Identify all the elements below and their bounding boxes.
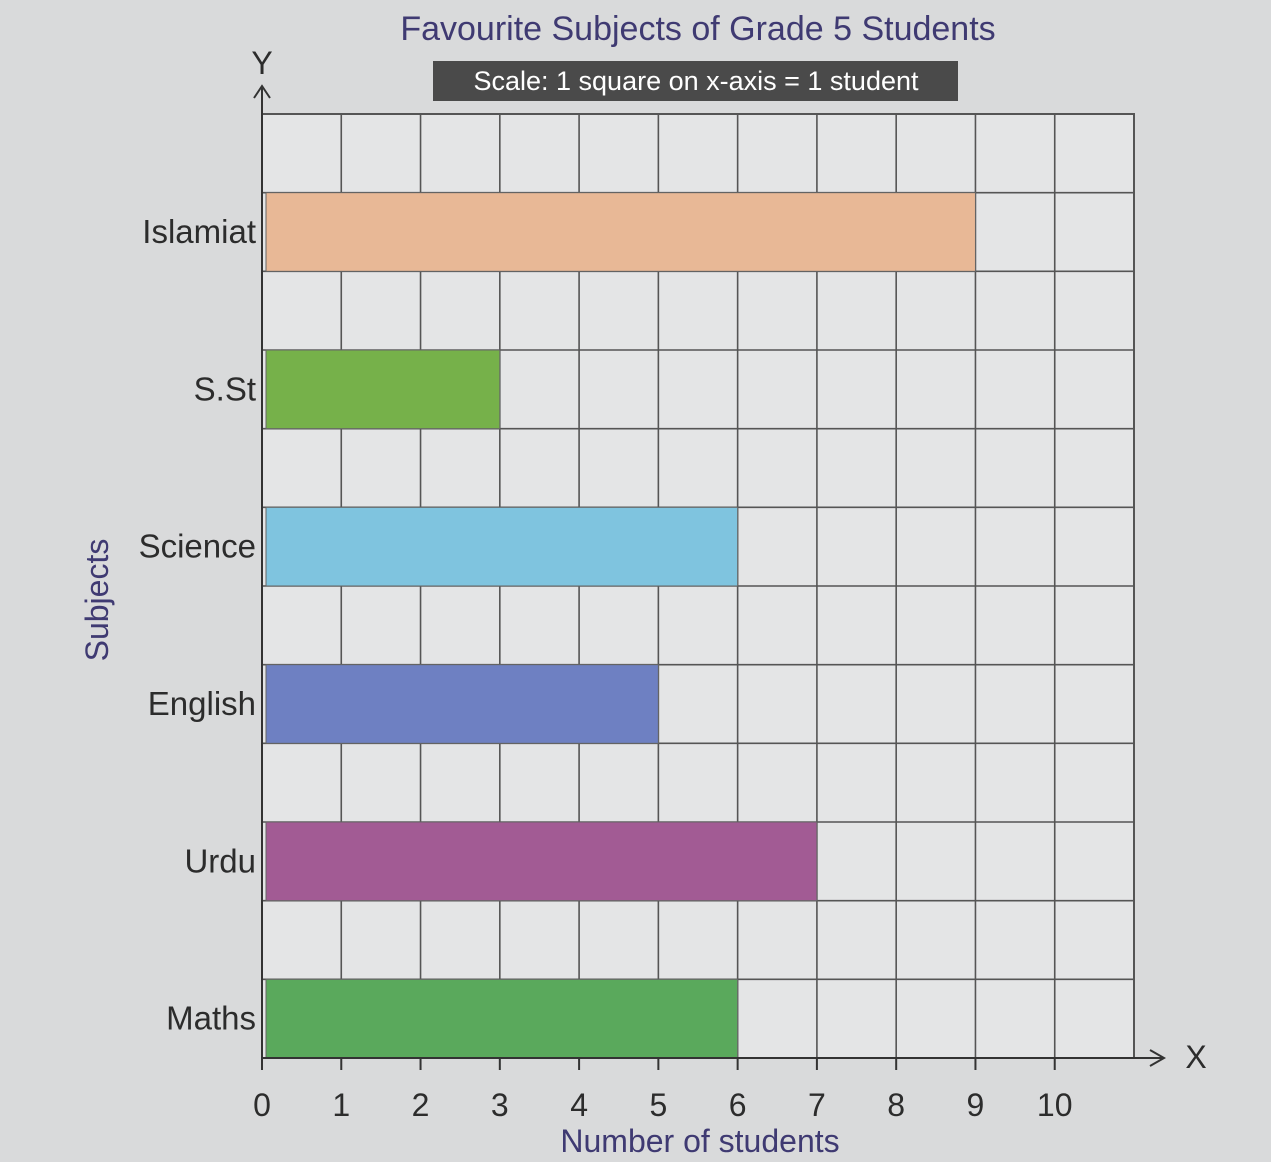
bar-s-st: [265, 349, 501, 430]
x-tick-label: 7: [808, 1087, 826, 1123]
x-tick-label: 8: [887, 1087, 905, 1123]
bar-urdu: [265, 821, 818, 902]
x-tick-label: 10: [1037, 1087, 1073, 1123]
x-axis-letter: X: [1185, 1039, 1206, 1075]
chart-title: Favourite Subjects of Grade 5 Students: [400, 10, 995, 48]
category-label: Science: [139, 528, 256, 565]
x-tick-label: 2: [412, 1087, 430, 1123]
x-tick-label: 5: [649, 1087, 667, 1123]
x-tick-label: 9: [967, 1087, 985, 1123]
scale-note-box: [433, 61, 958, 101]
bar-islamiat: [265, 192, 976, 272]
x-axis-arrow: [1149, 1049, 1167, 1067]
bar-english: [265, 664, 659, 744]
y-axis-letter: Y: [251, 45, 272, 81]
category-label: S.St: [194, 370, 256, 407]
category-label: Islamiat: [142, 213, 256, 250]
y-axis-title: Subjects: [79, 539, 115, 662]
x-axis-title: Number of students: [560, 1123, 839, 1159]
x-tick-label: 3: [491, 1087, 509, 1123]
category-label: English: [148, 685, 256, 722]
bars: [265, 192, 976, 1059]
bar-maths: [265, 978, 739, 1059]
category-labels: Islamiat S.St Science English Urdu Maths: [139, 213, 256, 1037]
category-label: Urdu: [184, 842, 256, 879]
x-tick-labels: 0 1 2 3 4 5 6 7 8 9 10: [253, 1058, 1073, 1123]
x-tick-label: 1: [332, 1087, 350, 1123]
x-tick-label: 4: [570, 1087, 588, 1123]
x-tick-label: 0: [253, 1087, 271, 1123]
y-axis-arrow: [253, 84, 271, 99]
bar-science: [265, 506, 739, 587]
x-tick-label: 6: [729, 1087, 747, 1123]
scale-note: Scale: 1 square on x-axis = 1 student: [473, 66, 919, 96]
category-label: Maths: [166, 1000, 256, 1037]
